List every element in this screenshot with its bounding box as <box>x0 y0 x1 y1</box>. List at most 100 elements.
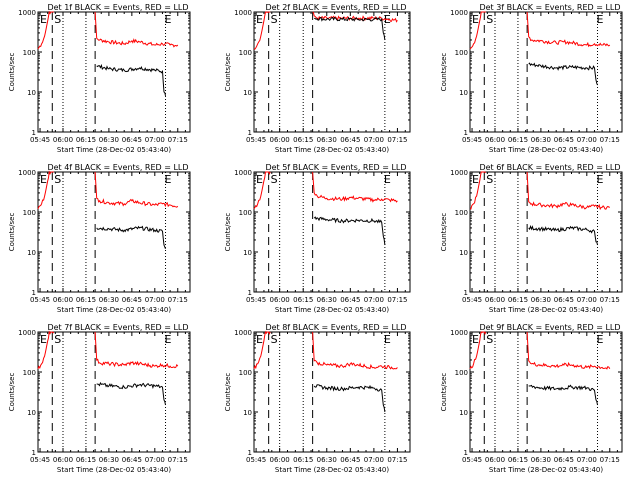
chart-title: Det 2f BLACK = Events, RED = LLD <box>265 3 406 12</box>
marker-e-start: E <box>40 333 47 346</box>
x-tick-label: 06:00 <box>485 136 505 144</box>
x-axis-label: Start Time (28-Dec-02 05:43:40) <box>57 466 171 474</box>
x-tick-label: 05:45 <box>246 296 266 304</box>
x-tick-label: 06:15 <box>293 296 313 304</box>
y-tick-label: 100 <box>23 369 36 377</box>
plot-frame <box>469 171 623 293</box>
plot-frame <box>37 331 191 453</box>
y-tick-label: 1 <box>32 449 36 457</box>
x-tick-label: 05:45 <box>462 296 482 304</box>
plot-frame <box>37 171 191 293</box>
plot-frame <box>37 11 191 133</box>
x-tick-label: 06:30 <box>99 136 119 144</box>
x-tick-label: 06:00 <box>270 136 290 144</box>
events-series-line <box>96 63 166 97</box>
marker-s: S <box>271 173 278 186</box>
y-tick-label: 100 <box>455 49 468 57</box>
y-tick-label: 10 <box>243 249 252 257</box>
lld-series-line <box>526 331 611 370</box>
y-tick-label: 1 <box>464 129 468 137</box>
y-axis-label: Counts/sec <box>440 373 448 412</box>
marker-e-start: E <box>256 173 263 186</box>
y-axis-label: Counts/sec <box>8 53 16 92</box>
y-tick-label: 1000 <box>450 329 468 337</box>
marker-e-end: E <box>597 333 604 346</box>
x-axis-label: Start Time (28-Dec-02 05:43:40) <box>57 146 171 154</box>
y-tick-label: 1000 <box>18 329 36 337</box>
events-series-line <box>528 384 598 406</box>
y-tick-label: 10 <box>27 89 36 97</box>
marker-s: S <box>271 13 278 26</box>
x-axis-label: Start Time (28-Dec-02 05:43:40) <box>489 146 603 154</box>
x-tick-label: 06:15 <box>76 296 96 304</box>
chart-title: Det 7f BLACK = Events, RED = LLD <box>47 323 188 332</box>
x-tick-label: 06:15 <box>76 136 96 144</box>
x-tick-label: 05:45 <box>246 136 266 144</box>
x-tick-label: 06:30 <box>531 296 551 304</box>
lld-series-line <box>526 171 610 211</box>
lld-series-line <box>253 11 271 50</box>
chart-panel-2: Det 2f BLACK = Events, RED = LLD 1 10 100 10… <box>224 3 411 154</box>
x-tick-label: 07:15 <box>168 136 188 144</box>
lld-series-line <box>37 330 55 370</box>
x-axis-label: Start Time (28-Dec-02 05:43:40) <box>489 306 603 314</box>
x-tick-label: 07:15 <box>387 296 407 304</box>
y-tick-label: 1000 <box>234 9 252 17</box>
chart-panel-5: Det 5f BLACK = Events, RED = LLD 1 10 100 10… <box>224 163 411 314</box>
lld-series-line <box>253 330 271 370</box>
y-tick-label: 1000 <box>234 169 252 177</box>
x-tick-label: 06:15 <box>508 136 528 144</box>
x-tick-label: 06:45 <box>122 136 142 144</box>
y-tick-label: 100 <box>23 49 36 57</box>
chart-panel-1: Det 1f BLACK = Events, RED = LLD 1 10 100 10… <box>8 3 191 154</box>
plot-frame <box>469 11 623 133</box>
y-tick-label: 100 <box>239 49 252 57</box>
x-tick-label: 06:45 <box>554 296 574 304</box>
x-tick-label: 06:30 <box>99 456 119 464</box>
marker-e-start: E <box>256 333 263 346</box>
x-tick-label: 05:45 <box>30 456 50 464</box>
lld-series-line <box>37 170 54 210</box>
y-tick-label: 100 <box>239 209 252 217</box>
y-tick-label: 1000 <box>450 9 468 17</box>
events-series-line <box>313 216 386 246</box>
chart-panel-7: Det 7f BLACK = Events, RED = LLD 1 10 100 10… <box>8 323 191 474</box>
x-tick-label: 06:45 <box>554 456 574 464</box>
chart-panel-4: Det 4f BLACK = Events, RED = LLD 1 10 100 10… <box>8 163 191 314</box>
y-axis-label: Counts/sec <box>8 373 16 412</box>
marker-e-start: E <box>472 173 479 186</box>
marker-e-start: E <box>472 13 479 26</box>
x-axis-label: Start Time (28-Dec-02 05:43:40) <box>57 306 171 314</box>
y-tick-label: 1 <box>248 289 252 297</box>
events-series-line <box>96 381 166 406</box>
x-tick-label: 07:15 <box>387 136 407 144</box>
lld-series-line <box>94 11 179 48</box>
x-tick-label: 06:30 <box>317 136 337 144</box>
chart-title: Det 4f BLACK = Events, RED = LLD <box>47 163 188 172</box>
x-tick-label: 06:45 <box>340 296 360 304</box>
lld-series-line <box>94 171 179 208</box>
x-tick-label: 07:15 <box>600 296 620 304</box>
marker-e-start: E <box>40 13 47 26</box>
events-series-line <box>313 384 386 413</box>
marker-e-end: E <box>165 173 172 186</box>
x-tick-label: 06:45 <box>554 136 574 144</box>
y-tick-label: 10 <box>243 89 252 97</box>
marker-e-end: E <box>597 13 604 26</box>
x-tick-label: 06:30 <box>99 296 119 304</box>
x-tick-label: 06:15 <box>293 136 313 144</box>
x-tick-label: 07:00 <box>145 456 165 464</box>
marker-e-end: E <box>165 333 172 346</box>
chart-title: Det 6f BLACK = Events, RED = LLD <box>479 163 620 172</box>
x-tick-label: 07:15 <box>168 296 188 304</box>
marker-s: S <box>486 333 493 346</box>
events-series-line <box>96 225 166 249</box>
x-tick-label: 07:00 <box>364 456 384 464</box>
x-tick-label: 07:15 <box>600 456 620 464</box>
chart-panel-8: Det 8f BLACK = Events, RED = LLD 1 10 100 10… <box>224 323 411 474</box>
x-tick-label: 06:00 <box>53 136 73 144</box>
chart-title: Det 5f BLACK = Events, RED = LLD <box>265 163 406 172</box>
chart-title: Det 1f BLACK = Events, RED = LLD <box>47 3 188 12</box>
y-tick-label: 1 <box>248 129 252 137</box>
y-axis-label: Counts/sec <box>224 53 232 92</box>
